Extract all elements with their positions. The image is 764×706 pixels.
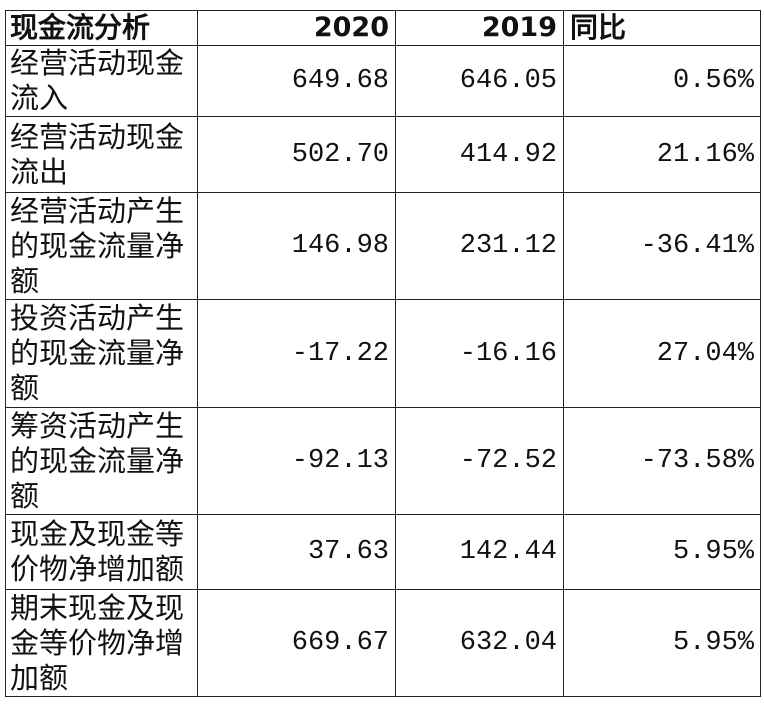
value-cell: 27.04% — [563, 299, 761, 408]
row-label: 期末现金及现金等价物净增加额 — [5, 589, 198, 697]
data-row: 筹资活动产生的现金流量净额 -92.13 -72.52 -73.58% — [5, 407, 761, 515]
data-row: 现金及现金等价物净增加额 37.63 142.44 5.95% — [5, 514, 761, 590]
value-cell: 669.67 — [197, 589, 396, 697]
header-cell: 现金流分析 — [5, 10, 198, 46]
header-cell: 2020 — [197, 10, 396, 46]
row-label: 筹资活动产生的现金流量净额 — [5, 407, 198, 515]
value-cell: -17.22 — [197, 299, 396, 408]
value-cell: -73.58% — [563, 407, 761, 515]
header-row: 现金流分析 2020 2019 同比 — [5, 10, 761, 46]
data-row: 投资活动产生的现金流量净额 -17.22 -16.16 27.04% — [5, 299, 761, 408]
value-cell: -72.52 — [395, 407, 564, 515]
header-cell: 2019 — [395, 10, 564, 46]
value-cell: 632.04 — [395, 589, 564, 697]
value-cell: -16.16 — [395, 299, 564, 408]
data-row: 期末现金及现金等价物净增加额 669.67 632.04 5.95% — [5, 589, 761, 697]
row-label: 经营活动现金流出 — [5, 116, 198, 193]
value-cell: 146.98 — [197, 192, 396, 300]
value-cell: 502.70 — [197, 116, 396, 193]
header-cell: 同比 — [563, 10, 761, 46]
value-cell: -36.41% — [563, 192, 761, 300]
value-cell: 37.63 — [197, 514, 396, 590]
data-row: 经营活动现金流入 649.68 646.05 0.56% — [5, 45, 761, 117]
cash-flow-table: 现金流分析 2020 2019 同比 经营活动现金流入 649.68 646.05 0.56%… — [5, 10, 761, 697]
data-row: 经营活动现金流出 502.70 414.92 21.16% — [5, 116, 761, 193]
value-cell: -92.13 — [197, 407, 396, 515]
value-cell: 649.68 — [197, 45, 396, 117]
value-cell: 0.56% — [563, 45, 761, 117]
row-label: 投资活动产生的现金流量净额 — [5, 299, 198, 408]
value-cell: 142.44 — [395, 514, 564, 590]
value-cell: 21.16% — [563, 116, 761, 193]
value-cell: 646.05 — [395, 45, 564, 117]
row-label: 经营活动产生的现金流量净额 — [5, 192, 198, 300]
data-row: 经营活动产生的现金流量净额 146.98 231.12 -36.41% — [5, 192, 761, 300]
row-label: 现金及现金等价物净增加额 — [5, 514, 198, 590]
value-cell: 5.95% — [563, 589, 761, 697]
table-body: 现金流分析 2020 2019 同比 经营活动现金流入 649.68 646.05 0.56%… — [5, 10, 761, 697]
value-cell: 5.95% — [563, 514, 761, 590]
row-label: 经营活动现金流入 — [5, 45, 198, 117]
value-cell: 414.92 — [395, 116, 564, 193]
value-cell: 231.12 — [395, 192, 564, 300]
